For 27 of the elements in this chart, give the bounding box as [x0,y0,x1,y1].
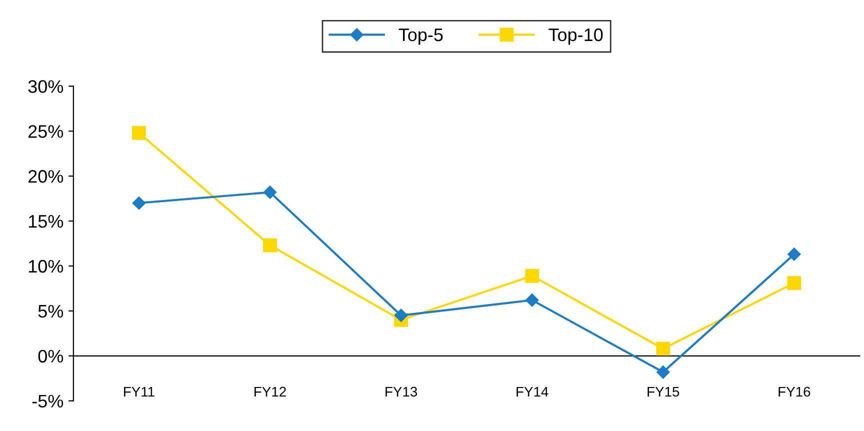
point [788,248,801,261]
legend-label: Top-10 [548,28,603,45]
y-tick-label: 20% [28,170,64,183]
y-tick-label: 25% [28,125,64,138]
x-tick-label: FY11 [124,386,154,397]
point [525,268,540,283]
y-tick-label: -5% [32,394,64,408]
y-tick-label: 15% [28,215,64,228]
point [132,126,146,140]
y-tick-label: 5% [38,304,64,318]
x-tick-label: FY12 [254,386,286,397]
point [787,276,802,290]
point [132,196,146,210]
legend-label: Top-5 [398,28,443,45]
x-tick-label: FY16 [778,386,810,397]
x-tick-label: FY15 [648,386,680,397]
y-tick-label: 10% [28,260,64,273]
point [656,342,670,356]
point [525,294,539,307]
y-tick-label: 30% [28,80,64,93]
x-tick-label: FY14 [516,386,548,397]
point [263,238,277,252]
point [394,308,408,322]
point [263,186,277,199]
point [656,365,670,379]
y-tick-label: 0% [38,350,64,363]
x-tick-label: FY13 [386,386,418,397]
